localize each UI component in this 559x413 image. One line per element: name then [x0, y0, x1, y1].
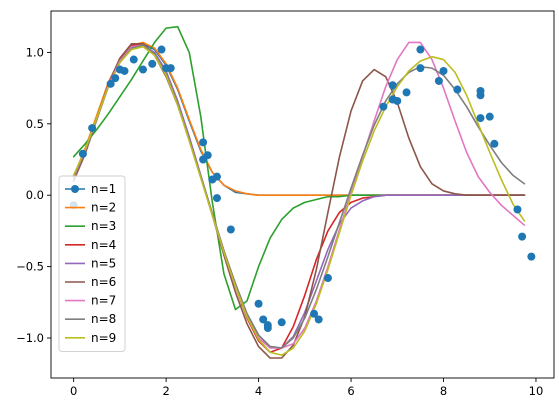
y-tick-label: 0.5 [26, 117, 44, 131]
x-tick-label: 10 [529, 384, 544, 398]
scatter-point [314, 315, 323, 324]
scatter-point [88, 124, 97, 133]
scatter-point [402, 88, 411, 97]
scatter-point [139, 65, 147, 74]
x-tick-label: 6 [347, 384, 354, 398]
legend-label: n=6 [91, 275, 116, 289]
legend-marker [71, 185, 79, 193]
scatter-point [212, 194, 221, 203]
x-tick-label: 2 [162, 384, 169, 398]
scatter-point [212, 172, 221, 181]
legend-label: n=8 [91, 312, 116, 326]
scatter-point [199, 138, 208, 147]
scatter-point [518, 232, 527, 241]
scatter-point [166, 64, 175, 73]
scatter-point [416, 45, 425, 54]
scatter-point [120, 66, 129, 75]
scatter-point [453, 85, 462, 94]
y-tick-label: −0.5 [16, 260, 44, 274]
scatter-point [439, 66, 448, 75]
legend-label: n=7 [91, 294, 116, 308]
series-line-n-9 [72, 45, 526, 356]
scatter-point [379, 102, 388, 111]
scatter-point [259, 315, 268, 324]
scatter-point [226, 225, 235, 234]
scatter-point [476, 114, 485, 123]
scatter-point [254, 299, 263, 308]
scatter-point [416, 64, 425, 73]
scatter-point [310, 309, 319, 318]
series-layer [72, 25, 526, 359]
scatter-point [263, 324, 272, 333]
x-tick-label: 8 [440, 384, 447, 398]
legend: n=1 n=2 n=3 n=4 n=5 n=6 n=7 n=8 n=9 [58, 175, 126, 352]
scatter-point [148, 59, 157, 68]
legend-label: n=9 [91, 331, 116, 345]
x-tick-label: 4 [255, 384, 262, 398]
scatter-point [490, 139, 499, 148]
scatter-point [434, 76, 443, 85]
scatter-point [129, 55, 138, 64]
scatter-point [513, 205, 522, 214]
legend-label: n=1 [91, 182, 116, 196]
plot-area-frame [50, 10, 555, 379]
scatter-point [78, 149, 87, 158]
scatter-point [323, 274, 332, 283]
scatter-point [388, 81, 397, 90]
legend-label: n=2 [91, 201, 116, 215]
y-tick-label: −1.0 [16, 331, 44, 345]
y-axis: −1.0 −0.5 0.0 0.5 1.0 [16, 45, 51, 345]
scatter-point [393, 96, 402, 105]
legend-label: n=5 [91, 256, 116, 270]
legend-label: n=4 [91, 238, 116, 252]
scatter-point [485, 112, 494, 121]
scatter-point [277, 318, 286, 327]
series-line-n-8 [72, 44, 526, 349]
scatter-point [111, 74, 120, 83]
scatter-point [476, 91, 485, 100]
scatter-point [157, 45, 166, 54]
legend-label: n=3 [91, 219, 116, 233]
y-tick-label: 0.0 [26, 188, 44, 202]
x-axis: 0 2 4 6 8 10 [70, 378, 543, 398]
scatter-point [106, 79, 115, 88]
scatter-point [527, 252, 536, 261]
y-tick-label: 1.0 [26, 45, 44, 59]
legend-box [58, 175, 126, 352]
scatter-point [203, 151, 212, 160]
x-tick-label: 0 [70, 384, 77, 398]
